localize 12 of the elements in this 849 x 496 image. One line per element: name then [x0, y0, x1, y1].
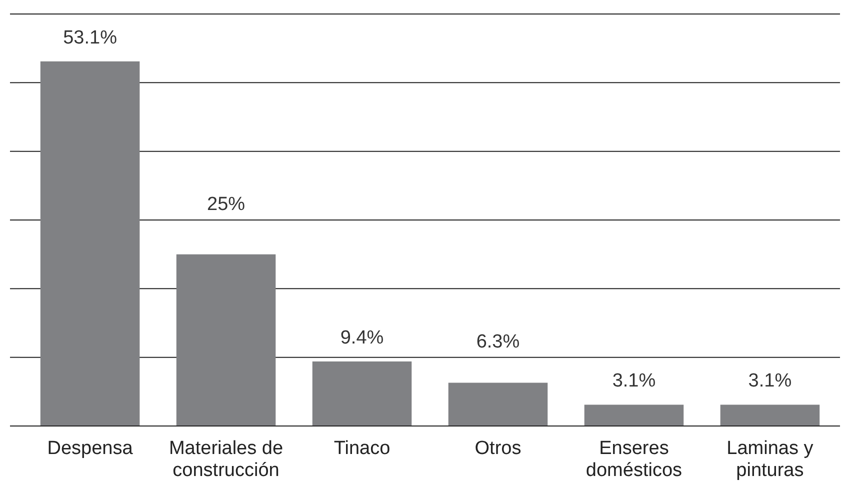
data-label: 3.1% — [748, 370, 792, 392]
data-label: 3.1% — [612, 370, 656, 392]
x-tick-label: Otros — [474, 438, 522, 459]
data-label: 9.4% — [340, 327, 384, 348]
x-tick-label: Laminas y pinturas — [726, 438, 814, 481]
data-label: 53.1% — [63, 27, 118, 48]
x-tick-label: Despensa — [47, 438, 134, 459]
x-tick-label: Tinaco — [334, 438, 390, 459]
data-label: 6.3% — [476, 331, 520, 352]
x-tick-label: Enseres domésticos — [586, 438, 682, 481]
x-tick-label: Materiales de construcción — [168, 438, 284, 481]
data-label: 25% — [207, 194, 246, 215]
